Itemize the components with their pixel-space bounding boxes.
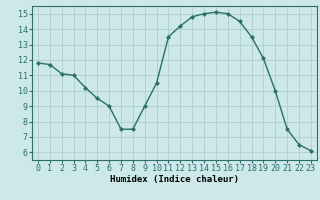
X-axis label: Humidex (Indice chaleur): Humidex (Indice chaleur) — [110, 175, 239, 184]
